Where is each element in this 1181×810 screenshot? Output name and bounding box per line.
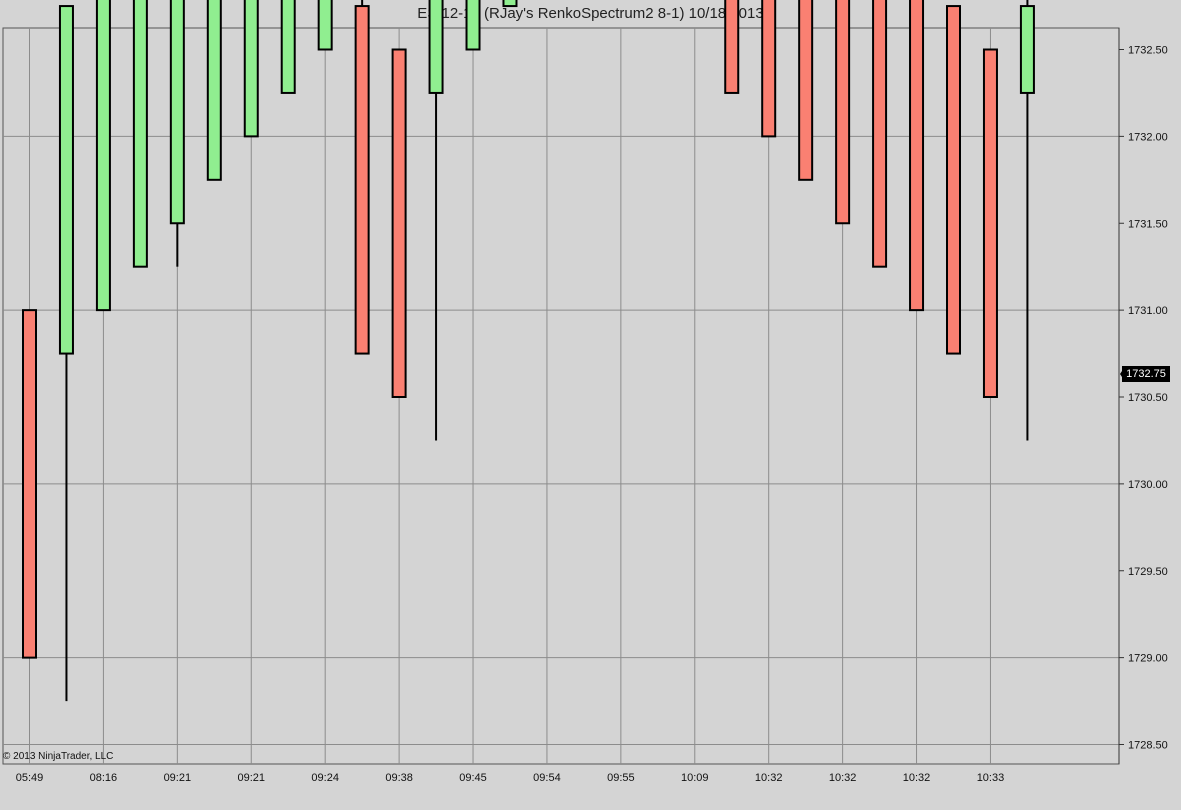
x-tick-label: 05:49 [16,772,44,784]
up-brick [132,0,148,268]
down-brick [391,48,407,398]
x-tick-label: 10:32 [903,772,931,784]
x-tick-label: 10:33 [977,772,1005,784]
down-brick [835,0,851,225]
down-brick [946,5,961,355]
up-brick [58,5,74,355]
up-brick [206,0,222,181]
up-brick [317,0,333,51]
x-tick-label: 09:21 [237,772,265,784]
up-brick [280,0,296,94]
y-tick-label: 1729.50 [1128,566,1168,578]
x-tick-label: 08:16 [90,772,118,784]
x-tick-label: 09:54 [533,772,561,784]
x-tick-label: 10:32 [829,772,857,784]
up-brick [428,0,444,94]
down-brick [761,0,777,138]
y-tick-label: 1730.00 [1128,479,1168,491]
copyright-text: © 2013 NinjaTrader, LLC [3,751,114,762]
y-tick-label: 1731.00 [1128,305,1168,317]
y-tick-label: 1732.50 [1128,45,1168,57]
down-brick [798,0,814,181]
y-tick-label: 1729.00 [1128,653,1168,665]
x-tick-label: 09:24 [311,772,339,784]
up-brick [95,0,111,312]
x-tick-label: 09:45 [459,772,487,784]
x-tick-label: 10:09 [681,772,709,784]
down-brick [724,0,740,94]
down-brick [22,309,37,659]
chart-title: ES 12-13 (RJay's RenkoSpectrum2 8-1) 10/… [417,5,764,22]
last-price-marker: 1732.75 [1122,366,1170,382]
up-brick [465,0,481,51]
up-brick [502,0,518,8]
x-tick-label: 09:21 [164,772,192,784]
down-brick [909,0,925,312]
y-tick-label: 1731.50 [1128,218,1168,230]
x-tick-label: 09:55 [607,772,635,784]
x-tick-label: 10:32 [755,772,783,784]
y-tick-label: 1728.50 [1128,740,1168,752]
down-brick [354,5,370,355]
up-brick [243,0,259,138]
down-brick [982,48,998,398]
y-tick-label: 1730.50 [1128,392,1168,404]
y-tick-label: 1732.00 [1128,131,1168,143]
x-tick-label: 09:38 [385,772,413,784]
up-brick [1019,5,1035,94]
down-brick [872,0,888,268]
up-brick [169,0,185,225]
